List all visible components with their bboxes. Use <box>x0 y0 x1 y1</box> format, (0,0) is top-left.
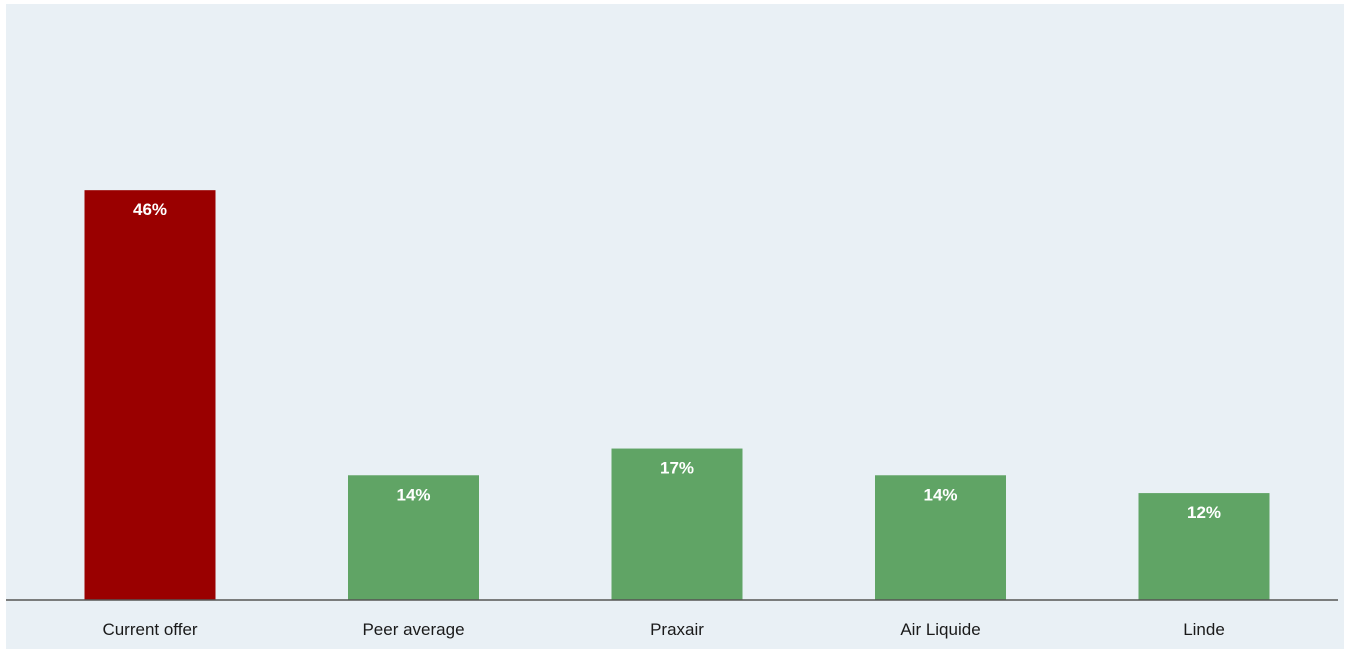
value-label: 46% <box>133 200 167 219</box>
category-label: Current offer <box>102 620 197 639</box>
bar-air-liquide <box>875 475 1006 600</box>
bar-praxair <box>611 448 743 600</box>
bar-current-offer <box>84 190 216 600</box>
bar-peer-average <box>348 475 479 600</box>
category-label: Air Liquide <box>900 620 980 639</box>
category-label: Praxair <box>650 620 704 639</box>
bar-linde <box>1138 493 1270 600</box>
category-labels-layer: Current offer Peer average Praxair Air Liqu… <box>102 620 1224 639</box>
value-label: 14% <box>396 485 430 504</box>
category-label: Peer average <box>362 620 464 639</box>
chart-panel: 46% 14% 17% 14% 12% Current offer Peer averag… <box>6 4 1344 649</box>
bar-chart: 46% 14% 17% 14% 12% Current offer Peer averag… <box>6 190 1338 639</box>
value-label: 17% <box>660 459 694 478</box>
value-labels-layer: 46% 14% 17% 14% 12% <box>133 200 1221 522</box>
category-label: Linde <box>1183 620 1225 639</box>
value-label: 14% <box>923 485 957 504</box>
bars-layer <box>84 190 1270 600</box>
value-label: 12% <box>1187 503 1221 522</box>
